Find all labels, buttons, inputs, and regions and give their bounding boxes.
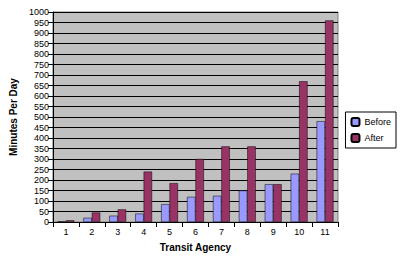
- svg-text:900: 900: [34, 28, 49, 38]
- svg-text:5: 5: [167, 227, 172, 237]
- svg-text:Minutes Per Day: Minutes Per Day: [8, 78, 19, 156]
- svg-text:0: 0: [44, 217, 49, 227]
- svg-text:Transit Agency: Transit Agency: [160, 242, 232, 253]
- svg-text:10: 10: [294, 227, 304, 237]
- svg-text:300: 300: [34, 154, 49, 164]
- svg-text:6: 6: [193, 227, 198, 237]
- svg-text:450: 450: [34, 123, 49, 133]
- svg-text:2: 2: [89, 227, 94, 237]
- svg-text:600: 600: [34, 91, 49, 101]
- svg-text:Before: Before: [364, 117, 391, 127]
- svg-text:7: 7: [219, 227, 224, 237]
- svg-text:4: 4: [141, 227, 146, 237]
- svg-text:200: 200: [34, 175, 49, 185]
- svg-text:1000: 1000: [29, 7, 49, 17]
- svg-text:250: 250: [34, 165, 49, 175]
- svg-text:700: 700: [34, 70, 49, 80]
- svg-text:150: 150: [34, 186, 49, 196]
- svg-text:1: 1: [63, 227, 68, 237]
- svg-text:650: 650: [34, 81, 49, 91]
- svg-text:9: 9: [271, 227, 276, 237]
- svg-text:750: 750: [34, 60, 49, 70]
- svg-text:After: After: [364, 133, 383, 143]
- svg-text:3: 3: [115, 227, 120, 237]
- svg-text:50: 50: [39, 207, 49, 217]
- svg-text:850: 850: [34, 39, 49, 49]
- svg-text:8: 8: [245, 227, 250, 237]
- svg-text:800: 800: [34, 49, 49, 59]
- svg-text:950: 950: [34, 18, 49, 28]
- svg-text:350: 350: [34, 144, 49, 154]
- svg-text:11: 11: [320, 227, 329, 237]
- svg-text:500: 500: [34, 112, 49, 122]
- svg-text:100: 100: [34, 196, 49, 206]
- svg-text:550: 550: [34, 102, 49, 112]
- svg-text:400: 400: [34, 133, 49, 143]
